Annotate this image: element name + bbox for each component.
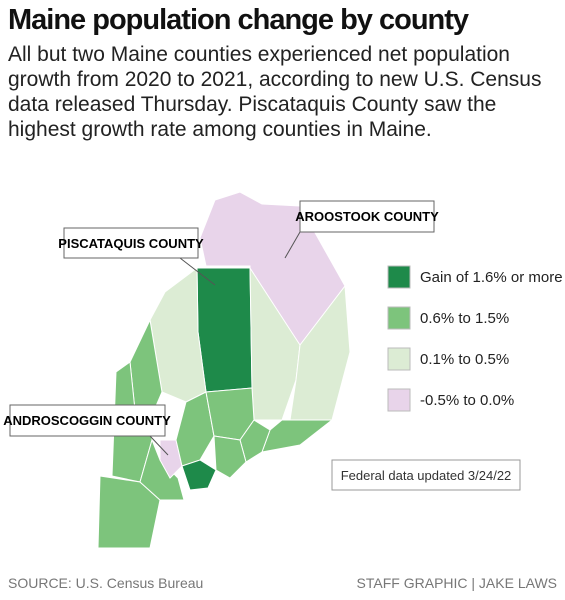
county	[181, 459, 217, 491]
county	[261, 419, 334, 453]
leader-line	[179, 257, 216, 286]
note-box	[331, 459, 521, 491]
legend-label: Gain of 1.6% or more	[420, 269, 563, 286]
county	[97, 475, 161, 549]
legend-swatch	[387, 265, 411, 289]
subtitle: All but two Maine counties experienced n…	[8, 43, 542, 141]
legend-label: 0.6% to 1.5%	[420, 310, 509, 327]
county	[196, 267, 253, 393]
legend-swatch	[387, 306, 411, 330]
source: SOURCE: U.S. Census Bureau	[8, 575, 203, 591]
legend-label: -0.5% to 0.0%	[420, 392, 514, 409]
county-map	[97, 191, 351, 549]
legend-swatch	[387, 388, 411, 412]
legend: Gain of 1.6% or more 0.6% to 1.5% 0.1% to …	[387, 265, 563, 412]
leader-line	[149, 435, 169, 456]
county	[213, 435, 247, 479]
county	[159, 439, 183, 479]
credit: STAFF GRAPHIC | JAKE LAWS	[357, 575, 557, 591]
callout-box	[299, 200, 435, 233]
legend-swatch	[387, 347, 411, 371]
county	[139, 438, 185, 501]
callout-box	[9, 404, 166, 437]
callout: PISCATAQUIS COUNTY	[58, 236, 204, 251]
title: Maine population change by county	[8, 4, 469, 36]
callout-box	[63, 227, 199, 259]
legend-label: 0.1% to 0.5%	[420, 351, 509, 368]
leader-line	[284, 231, 301, 259]
callout: AROOSTOOK COUNTY	[295, 209, 439, 224]
callout: ANDROSCOGGIN COUNTY	[3, 413, 171, 428]
note: Federal data updated 3/24/22	[341, 468, 512, 483]
